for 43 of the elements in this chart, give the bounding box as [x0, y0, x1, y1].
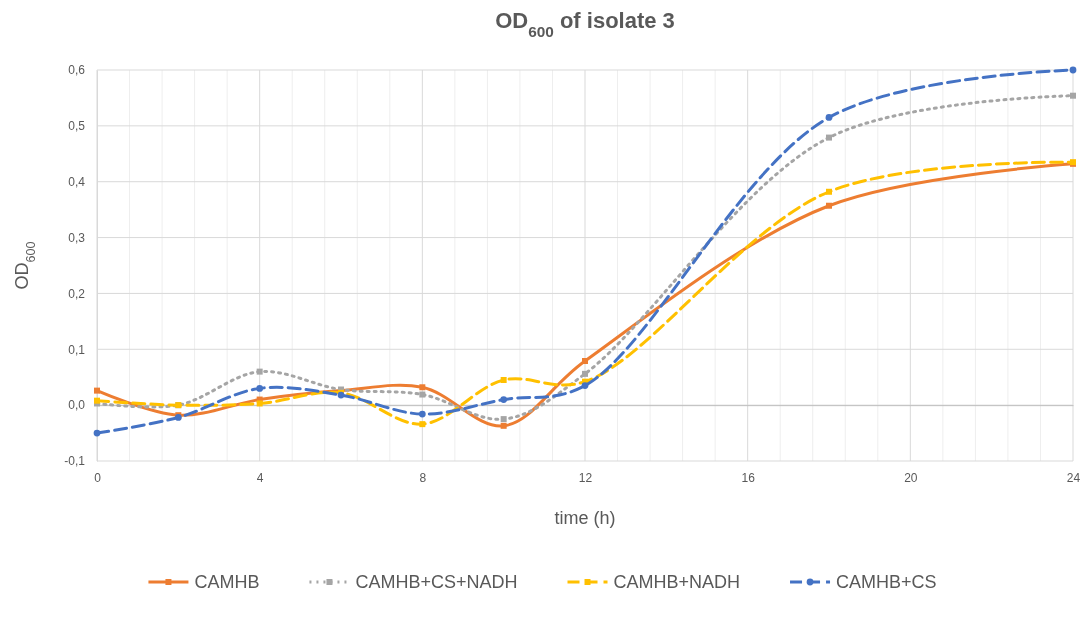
point [582, 358, 588, 365]
point [826, 188, 832, 195]
legend-label: CAMHB+CS [836, 572, 937, 592]
point [94, 387, 100, 394]
y-tick-label: 0,4 [68, 175, 86, 190]
y-tick-label: 0,3 [68, 230, 86, 245]
point [581, 382, 589, 389]
point [256, 385, 264, 392]
point [826, 202, 832, 209]
point [418, 410, 426, 418]
y-tick-label: 0,2 [68, 286, 86, 301]
point [500, 416, 507, 423]
chart-title: OD$_{600}$ of isolate 3 [495, 8, 675, 40]
point [1070, 92, 1076, 99]
point [500, 377, 507, 384]
x-tick-label: 16 [741, 470, 756, 485]
point [582, 370, 588, 377]
x-tick-label: 0 [94, 470, 102, 485]
point [256, 400, 263, 407]
x-tick-label: 4 [256, 470, 264, 485]
point [256, 368, 263, 375]
y-tick-label: 0,6 [68, 63, 86, 78]
x-tick-label: 20 [904, 470, 918, 485]
point [93, 429, 101, 437]
point [419, 391, 426, 398]
x-tick-label: 24 [1066, 470, 1081, 485]
y-tick-label: 0,0 [68, 398, 86, 413]
x-axis-title: time (h) [554, 508, 616, 528]
x-tick-label: 12 [578, 470, 593, 485]
legend-label: CAMHB+NADH [613, 572, 741, 592]
point [419, 384, 426, 391]
point [500, 422, 507, 429]
legend-label: CAMHB [194, 572, 260, 592]
y-tick-label: 0,1 [68, 342, 86, 357]
point [826, 134, 832, 141]
point [825, 114, 833, 121]
y-tick-label: 0,5 [68, 119, 86, 134]
point [1069, 66, 1077, 74]
x-tick-label: 8 [419, 470, 427, 485]
y-tick-label: -0,1 [64, 454, 86, 469]
point [500, 396, 508, 403]
point [419, 421, 426, 428]
legend-label: CAMHB+CS+NADH [355, 572, 518, 592]
